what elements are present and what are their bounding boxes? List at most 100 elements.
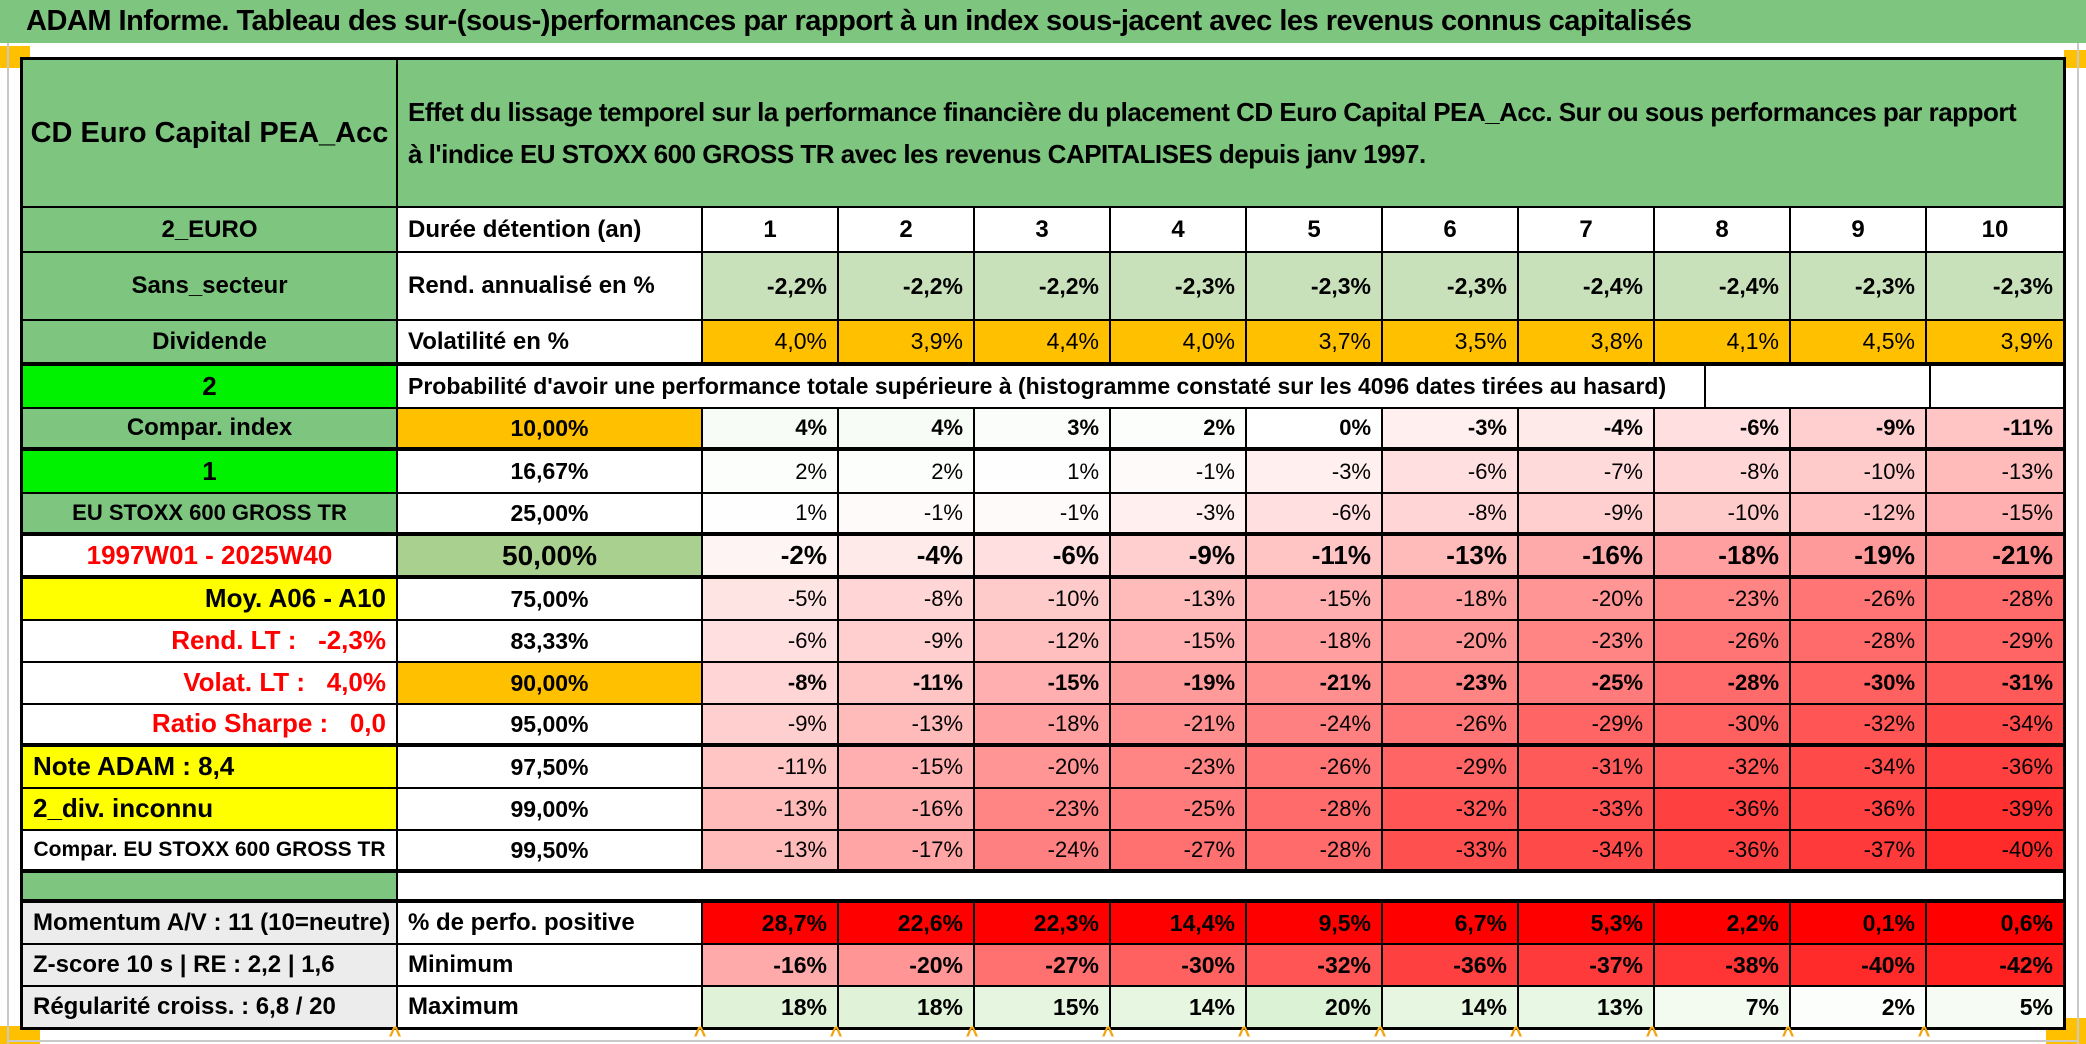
page-title: ADAM Informe. Tableau des sur-(sous-)per…	[0, 0, 2086, 43]
value-cell: -18%	[1655, 536, 1791, 575]
left-label-0: 2_EURO	[23, 208, 398, 251]
value-cell: 20%	[1247, 987, 1383, 1027]
window-edge-bottom	[7, 1040, 2079, 1042]
value-cell: -2,4%	[1519, 253, 1655, 319]
value-cell: -2,3%	[1247, 253, 1383, 319]
left-label-2: Dividende	[23, 321, 398, 362]
left-label-4: Compar. index	[23, 409, 398, 447]
value-cell: -2,4%	[1655, 253, 1791, 319]
value-cell: -4%	[839, 536, 975, 575]
hidden-column-marker-icon: ^	[388, 1022, 402, 1044]
column-header-cell: 8	[1655, 208, 1791, 251]
table-row-pct: 2_div. inconnu 99,00% -13% -16% -23% -25% -28%…	[23, 789, 2063, 831]
percentile-label: 97,50%	[398, 747, 703, 787]
value-cell: -6%	[1383, 451, 1519, 492]
value-cell: -25%	[1111, 789, 1247, 829]
value-cell: -20%	[1519, 579, 1655, 619]
value-cell: 14%	[1111, 987, 1247, 1027]
spacer-area	[398, 873, 2063, 899]
value-cell: -18%	[1383, 579, 1519, 619]
percentile-label: 83,33%	[398, 621, 703, 661]
value-cell: -23%	[1383, 663, 1519, 703]
value-cell: -9%	[1111, 536, 1247, 575]
value-cell: 2%	[703, 451, 839, 492]
product-name-cell: CD Euro Capital PEA_Acc	[23, 60, 398, 206]
value-cell: -3%	[1111, 494, 1247, 532]
empty-cell	[1931, 366, 2063, 407]
value-cell: -26%	[1247, 747, 1383, 787]
metric-row-label: Volatilité en %	[398, 321, 703, 362]
value-cell: 4,0%	[703, 321, 839, 362]
value-cell: -2,2%	[975, 253, 1111, 319]
table-row-vals: Dividende Volatilité en % 4,0% 3,9% 4,4% 4,0%…	[23, 321, 2063, 366]
value-cell: -27%	[1111, 831, 1247, 869]
value-cell: -9%	[839, 621, 975, 661]
value-cell: -31%	[1519, 747, 1655, 787]
value-cell: -2,3%	[1111, 253, 1247, 319]
value-cell: -36%	[1655, 831, 1791, 869]
value-cell: -9%	[1791, 409, 1927, 447]
value-cell: -19%	[1111, 663, 1247, 703]
table-row-sum: Régularité croiss. : 6,8 / 20 Maximum 18% 1…	[23, 987, 2063, 1027]
value-cell: -15%	[1247, 579, 1383, 619]
value-cell: -13%	[839, 705, 975, 743]
percentile-label: 16,67%	[398, 451, 703, 492]
value-cell: -37%	[1519, 945, 1655, 985]
value-cell: -2,3%	[1383, 253, 1519, 319]
value-cell: -9%	[703, 705, 839, 743]
column-header-cell: 4	[1111, 208, 1247, 251]
value-cell: 1%	[975, 451, 1111, 492]
table-row-sum: Momentum A/V : 11 (10=neutre)% de perfo.…	[23, 903, 2063, 945]
value-cell: -8%	[1655, 451, 1791, 492]
value-cell: -10%	[1655, 494, 1791, 532]
value-cell: -33%	[1519, 789, 1655, 829]
value-cell: 2,2%	[1655, 903, 1791, 943]
value-cell: -8%	[703, 663, 839, 703]
value-cell: -12%	[1791, 494, 1927, 532]
orange-marker-bottom-left	[0, 1026, 40, 1044]
value-cell: -32%	[1791, 705, 1927, 743]
hidden-column-marker-icon: ^	[965, 1022, 979, 1044]
value-cell: -13%	[703, 831, 839, 869]
value-cell: 2%	[1111, 409, 1247, 447]
value-cell: -21%	[1247, 663, 1383, 703]
left-label-14: Compar. EU STOXX 600 GROSS TR	[23, 831, 398, 869]
value-cell: -39%	[1927, 789, 2063, 829]
percentile-label: 10,00%	[398, 409, 703, 447]
empty-cell	[1706, 366, 1931, 407]
column-header-cell: 9	[1791, 208, 1927, 251]
value-cell: -2,2%	[839, 253, 975, 319]
value-cell: -36%	[1791, 789, 1927, 829]
value-cell: -20%	[975, 747, 1111, 787]
value-cell: 4,0%	[1111, 321, 1247, 362]
column-header-cell: 10	[1927, 208, 2063, 251]
value-cell: -38%	[1655, 945, 1791, 985]
value-cell: -11%	[1927, 409, 2063, 447]
value-cell: -32%	[1383, 789, 1519, 829]
value-cell: -25%	[1519, 663, 1655, 703]
value-cell: -10%	[1791, 451, 1927, 492]
duration-header-label: Durée détention (an)	[398, 208, 703, 251]
value-cell: -11%	[1247, 536, 1383, 575]
left-label-13: 2_div. inconnu	[23, 789, 398, 829]
value-cell: -26%	[1655, 621, 1791, 661]
column-header-cell: 6	[1383, 208, 1519, 251]
hidden-column-marker-icon: ^	[1101, 1022, 1115, 1044]
value-cell: -21%	[1111, 705, 1247, 743]
value-cell: 3,5%	[1383, 321, 1519, 362]
column-header-cell: 1	[703, 208, 839, 251]
hidden-column-marker-icon: ^	[1237, 1022, 1251, 1044]
value-cell: -20%	[839, 945, 975, 985]
value-cell: 1%	[703, 494, 839, 532]
value-cell: -10%	[975, 579, 1111, 619]
value-cell: -16%	[839, 789, 975, 829]
value-cell: 6,7%	[1383, 903, 1519, 943]
value-cell: -2%	[703, 536, 839, 575]
table-row-pct: Ratio Sharpe : 0,0 95,00% -9% -13% -18% -21% -…	[23, 705, 2063, 747]
table-row-pct: Moy. A06 - A10 75,00% -5% -8% -10% -13% -15% -1…	[23, 579, 2063, 621]
value-cell: -28%	[1655, 663, 1791, 703]
value-cell: -18%	[1247, 621, 1383, 661]
table-row-pct: Volat. LT : 4,0% 90,00% -8% -11% -15% -19% -21…	[23, 663, 2063, 705]
left-label-7: 1997W01 - 2025W40	[23, 536, 398, 575]
value-cell: -1%	[839, 494, 975, 532]
